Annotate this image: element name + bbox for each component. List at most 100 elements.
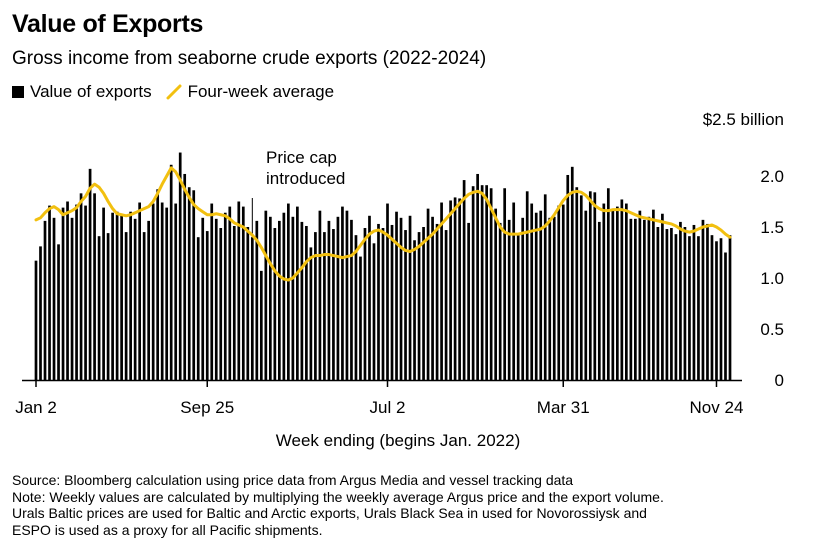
export-bar [88, 168, 92, 380]
export-bar [151, 203, 155, 380]
export-bar [368, 215, 371, 380]
export-bar [719, 238, 723, 380]
export-bar [48, 205, 51, 380]
export-bar [205, 231, 209, 380]
export-bar [336, 216, 340, 380]
export-bar [133, 218, 137, 380]
annotation-text: Price cap [266, 148, 337, 167]
y-tick-label: 2.0 [760, 167, 784, 186]
y-tick-label: 0.5 [760, 320, 784, 339]
export-bar [525, 191, 529, 380]
export-bar [296, 206, 299, 380]
export-bar [332, 229, 335, 380]
export-bar [318, 210, 322, 380]
export-bar [692, 224, 696, 380]
y-tick-label: 1.0 [760, 269, 784, 288]
export-bar [566, 174, 570, 380]
export-bar [413, 240, 416, 380]
bars-group [34, 152, 732, 380]
export-bar [178, 152, 182, 380]
export-bar [494, 208, 498, 380]
export-bar [634, 218, 637, 380]
chart-subtitle: Gross income from seaborne crude exports… [12, 48, 487, 69]
export-bar [435, 223, 439, 380]
export-bar [115, 211, 119, 380]
export-bar [300, 221, 304, 380]
export-bar [399, 217, 403, 380]
export-bar [404, 230, 407, 380]
export-bar [102, 207, 105, 380]
export-bar [350, 219, 353, 380]
export-bar [341, 206, 344, 380]
x-tick-label: Nov 24 [690, 398, 744, 417]
export-bar [534, 212, 538, 380]
export-bar [728, 235, 732, 380]
export-bar [214, 218, 218, 380]
export-bar [345, 210, 349, 380]
export-bar [575, 187, 579, 380]
export-bar [625, 203, 628, 380]
export-bar [683, 227, 687, 380]
export-bar [665, 229, 669, 380]
legend: Value of exports Four-week average [12, 82, 334, 102]
export-bar [602, 203, 606, 380]
export-bar [615, 206, 619, 380]
export-bar [97, 236, 101, 380]
annotation-group: Price cap introduced [251, 148, 345, 238]
export-bar [670, 228, 673, 380]
export-bar [656, 227, 660, 380]
export-bar [314, 232, 317, 380]
export-bar [223, 212, 227, 380]
export-bar [422, 227, 425, 380]
export-bar [93, 193, 96, 380]
export-bar [543, 194, 547, 380]
export-bar [124, 232, 128, 380]
export-bar [440, 202, 443, 380]
export-bar [39, 246, 42, 380]
export-bar [647, 216, 651, 380]
export-bar [485, 185, 488, 380]
export-bar [228, 206, 232, 380]
chart-title: Value of Exports [12, 10, 204, 38]
export-bar [268, 216, 272, 380]
export-bar [147, 220, 151, 380]
export-bar [390, 224, 394, 380]
export-bar [327, 220, 331, 380]
export-bar [611, 210, 615, 380]
export-bar [386, 203, 389, 380]
export-bar [512, 202, 516, 380]
y-tick-label: $2.5 billion [703, 110, 784, 129]
export-bar [688, 236, 691, 380]
export-bar [210, 203, 214, 380]
export-bar [507, 219, 511, 380]
export-bar [241, 206, 245, 380]
export-bar [196, 237, 200, 380]
export-bar [359, 256, 362, 380]
export-bar [584, 210, 588, 380]
annotation-text: introduced [266, 169, 345, 188]
method-note-1: Note: Weekly values are calculated by mu… [12, 488, 664, 505]
export-bar [372, 243, 376, 380]
four-week-average-line [34, 166, 732, 282]
export-bar [597, 221, 601, 380]
export-bar [111, 212, 114, 380]
export-bar [363, 228, 367, 380]
export-bar [652, 209, 655, 380]
export-bar [661, 213, 664, 380]
export-bar [715, 241, 718, 380]
export-bar [246, 227, 250, 380]
export-bar [79, 193, 83, 380]
export-bar [129, 211, 132, 380]
export-bar [426, 208, 430, 380]
export-bar [43, 220, 47, 380]
legend-line-label: Four-week average [187, 82, 335, 101]
export-bar [561, 204, 565, 380]
export-bar [548, 217, 552, 380]
export-bar [282, 212, 286, 380]
export-bar [201, 217, 205, 380]
export-bar [278, 220, 281, 380]
export-bar [449, 200, 452, 380]
export-bar [156, 189, 160, 380]
export-bar [70, 217, 74, 380]
export-bar [160, 202, 164, 380]
